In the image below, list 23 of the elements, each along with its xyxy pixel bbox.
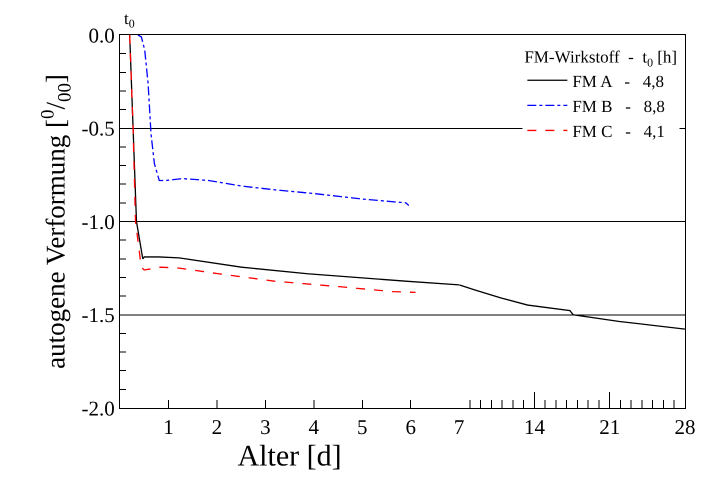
legend-label: FM A - 4,8 [572, 72, 664, 91]
line-series [137, 35, 410, 206]
x-tick-label: 7 [454, 415, 464, 440]
x-axis-title: Alter [d] [238, 440, 342, 473]
x-tick-label: 3 [260, 415, 271, 440]
x-tick-label: 6 [405, 415, 416, 440]
y-tick-label: -2.0 [82, 396, 115, 420]
line-series [129, 35, 416, 294]
annotation: t$_{0}$ [124, 9, 135, 31]
x-tick-label: 28 [674, 415, 696, 440]
y-tick-label: -1.5 [82, 303, 115, 328]
x-tick-label: 4 [308, 415, 320, 440]
x-tick-label: 2 [212, 415, 222, 440]
y-tick-label: 0.0 [88, 23, 115, 48]
legend-label: FM C - 4,1 [572, 122, 665, 142]
legend-title: FM-Wirkstoff - t$_{0}$ [h] [524, 48, 678, 70]
x-tick-label: 5 [357, 415, 368, 440]
x-tick-label: 21 [599, 415, 620, 440]
x-tick-label: 1 [163, 415, 174, 440]
y-tick-label: -1.0 [82, 210, 115, 234]
y-tick-label: -0.5 [82, 116, 115, 141]
legend-label: FM B - 8,8 [572, 96, 665, 116]
x-tick-label: 14 [524, 415, 546, 440]
